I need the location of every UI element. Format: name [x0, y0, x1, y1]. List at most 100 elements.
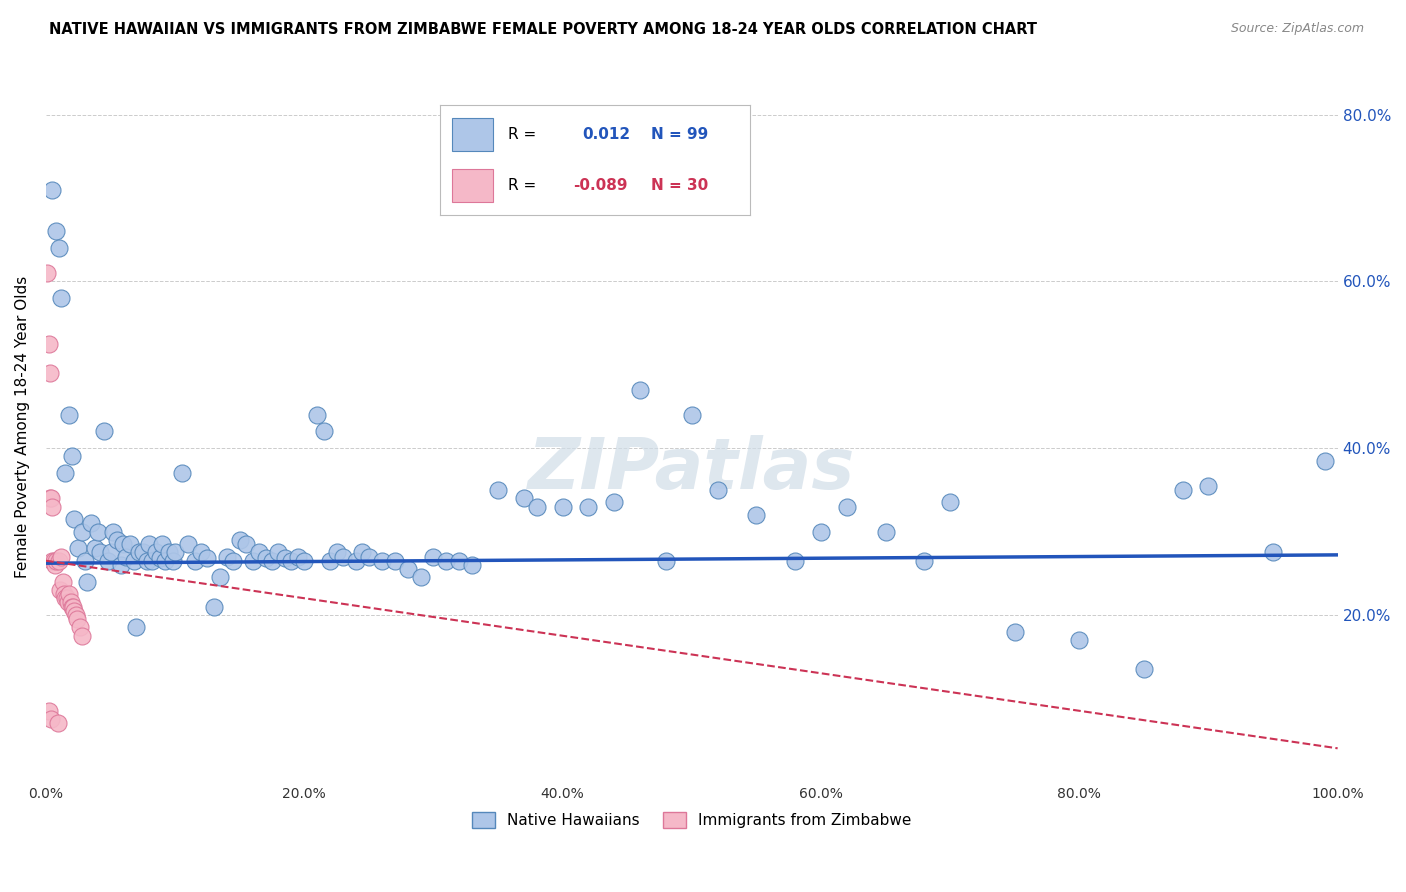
- Point: [38, 491, 60, 506]
- Point: [135, 554, 157, 568]
- Point: [145, 545, 167, 559]
- Point: [48, 241, 70, 255]
- Point: [396, 562, 419, 576]
- Point: [41, 500, 63, 514]
- Point: [37, 266, 59, 280]
- Point: [63, 512, 86, 526]
- Point: [706, 483, 728, 497]
- Point: [118, 537, 141, 551]
- Point: [59, 595, 82, 609]
- Point: [70, 629, 93, 643]
- Point: [39, 712, 62, 726]
- Point: [280, 554, 302, 568]
- Point: [835, 500, 858, 514]
- Point: [434, 554, 457, 568]
- Point: [49, 582, 72, 597]
- Point: [89, 545, 111, 559]
- Point: [105, 533, 128, 547]
- Point: [41, 554, 63, 568]
- Point: [422, 549, 444, 564]
- Point: [86, 524, 108, 539]
- Point: [1069, 632, 1091, 647]
- Point: [141, 554, 163, 568]
- Point: [66, 612, 89, 626]
- Point: [1004, 624, 1026, 639]
- Point: [73, 554, 96, 568]
- Point: [655, 554, 678, 568]
- Point: [1171, 483, 1194, 497]
- Text: ZIPatlas: ZIPatlas: [529, 435, 855, 504]
- Point: [197, 551, 219, 566]
- Point: [247, 545, 270, 559]
- Point: [209, 570, 232, 584]
- Point: [38, 704, 60, 718]
- Point: [222, 554, 245, 568]
- Point: [52, 574, 75, 589]
- Point: [215, 549, 238, 564]
- Point: [149, 551, 172, 566]
- Point: [53, 466, 76, 480]
- Point: [101, 524, 124, 539]
- Point: [38, 337, 60, 351]
- Point: [132, 545, 155, 559]
- Point: [461, 558, 484, 572]
- Point: [228, 533, 250, 547]
- Point: [344, 554, 367, 568]
- Point: [287, 549, 309, 564]
- Point: [603, 495, 626, 509]
- Point: [202, 599, 225, 614]
- Point: [1313, 453, 1336, 467]
- Point: [551, 500, 574, 514]
- Point: [312, 425, 335, 439]
- Point: [357, 549, 380, 564]
- Point: [628, 383, 651, 397]
- Point: [319, 554, 342, 568]
- Point: [128, 545, 150, 559]
- Point: [1133, 662, 1156, 676]
- Point: [93, 425, 115, 439]
- Point: [307, 408, 329, 422]
- Point: [371, 554, 394, 568]
- Point: [55, 591, 77, 606]
- Point: [45, 554, 67, 568]
- Point: [177, 537, 200, 551]
- Point: [53, 587, 76, 601]
- Point: [332, 549, 354, 564]
- Point: [875, 524, 897, 539]
- Point: [58, 587, 80, 601]
- Point: [100, 545, 122, 559]
- Point: [170, 466, 193, 480]
- Point: [69, 620, 91, 634]
- Point: [76, 574, 98, 589]
- Point: [70, 524, 93, 539]
- Point: [45, 224, 67, 238]
- Point: [46, 716, 69, 731]
- Point: [384, 554, 406, 568]
- Point: [58, 408, 80, 422]
- Point: [325, 545, 347, 559]
- Point: [38, 366, 60, 380]
- Point: [745, 508, 768, 522]
- Point: [260, 554, 283, 568]
- Point: [41, 183, 63, 197]
- Point: [56, 595, 79, 609]
- Point: [274, 551, 297, 566]
- Point: [1261, 545, 1284, 559]
- Text: NATIVE HAWAIIAN VS IMMIGRANTS FROM ZIMBABWE FEMALE POVERTY AMONG 18-24 YEAR OLDS: NATIVE HAWAIIAN VS IMMIGRANTS FROM ZIMBA…: [49, 22, 1038, 37]
- Point: [122, 554, 145, 568]
- Point: [150, 537, 173, 551]
- Point: [44, 558, 66, 572]
- Point: [939, 495, 962, 509]
- Point: [110, 558, 132, 572]
- Point: [183, 554, 205, 568]
- Point: [292, 554, 315, 568]
- Point: [190, 545, 212, 559]
- Point: [267, 545, 290, 559]
- Point: [53, 591, 76, 606]
- Point: [242, 554, 264, 568]
- Point: [681, 408, 703, 422]
- Point: [62, 599, 84, 614]
- Point: [112, 537, 135, 551]
- Point: [409, 570, 432, 584]
- Point: [48, 554, 70, 568]
